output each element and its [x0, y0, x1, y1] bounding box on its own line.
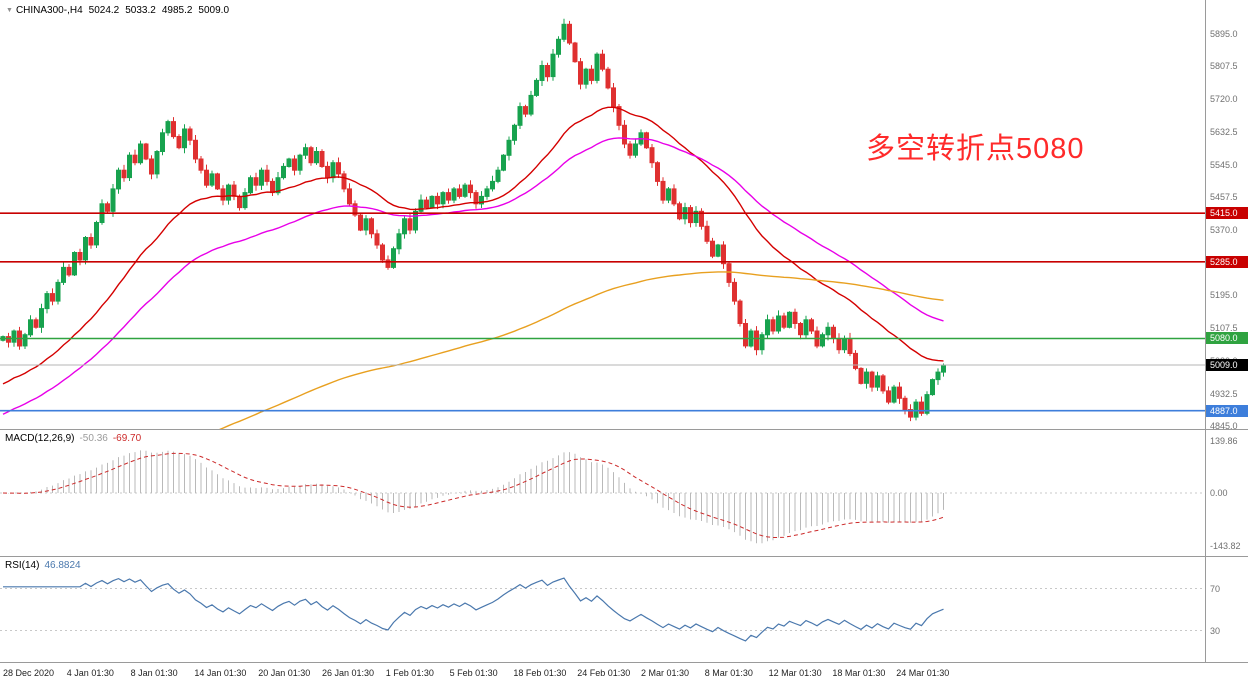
price-tick: 5895.0 [1210, 28, 1238, 39]
macd-chart[interactable] [0, 430, 1205, 556]
time-label: 20 Jan 01:30 [258, 668, 311, 678]
price-low: 4985.2 [161, 5, 193, 16]
hline-price-tag: 4887.0 [1206, 404, 1248, 417]
macd-label: MACD(12,26,9) -50.36 -69.70 [5, 433, 141, 444]
time-label: 18 Feb 01:30 [513, 668, 567, 678]
time-label: 24 Feb 01:30 [577, 668, 631, 678]
macd-title: MACD(12,26,9) [5, 433, 75, 444]
macd-panel[interactable]: MACD(12,26,9) -50.36 -69.70 [0, 430, 1205, 556]
panel-divider[interactable] [0, 662, 1248, 663]
panel-divider[interactable] [0, 556, 1248, 557]
price-panel[interactable]: ▼ CHINA300-,H4 5024.2 5033.2 4985.2 5009.0 多空… [0, 0, 1205, 429]
time-label: 14 Jan 01:30 [194, 668, 247, 678]
rsi-chart[interactable] [0, 557, 1205, 662]
price-axis[interactable]: 5895.0 5807.5 5720.0 5632.5 5545.0 5457.5 5370… [1205, 0, 1248, 663]
symbol-name: CHINA300-,H4 [15, 5, 83, 16]
rsi-panel[interactable]: RSI(14) 46.8824 [0, 557, 1205, 662]
time-label: 2 Mar 01:30 [641, 668, 690, 678]
symbol-info: ▼ CHINA300-,H4 5024.2 5033.2 4985.2 5009.0 [6, 5, 229, 16]
time-label: 8 Mar 01:30 [704, 668, 753, 678]
price-tick: 5545.0 [1210, 159, 1238, 170]
price-open: 5024.2 [88, 5, 120, 16]
annotation-text: 多空转折点5080 [866, 133, 1085, 165]
macd-value-signal: -69.70 [112, 433, 142, 444]
price-tick: 5720.0 [1210, 94, 1238, 105]
time-label: 26 Jan 01:30 [322, 668, 375, 678]
price-chart[interactable] [0, 0, 1205, 429]
price-high: 5033.2 [125, 5, 156, 16]
price-tick: 5195.0 [1210, 290, 1238, 301]
macd-axis-label: 139.86 [1210, 436, 1238, 447]
time-label: 8 Jan 01:30 [130, 668, 178, 678]
macd-value-main: -50.36 [79, 433, 108, 444]
time-label: 24 Mar 01:30 [896, 668, 950, 678]
hline-price-tag: 5080.0 [1206, 332, 1248, 345]
price-tick: 5457.5 [1210, 192, 1238, 203]
time-label: 1 Feb 01:30 [385, 668, 434, 678]
time-label: 12 Mar 01:30 [768, 668, 822, 678]
symbol-marker-icon: ▼ [6, 7, 13, 14]
time-axis[interactable]: 28 Dec 2020 4 Jan 01:30 8 Jan 01:30 14 Jan … [0, 663, 1248, 684]
price-tick: 5107.5 [1210, 323, 1238, 334]
time-label: 18 Mar 01:30 [832, 668, 886, 678]
time-label: 28 Dec 2020 [3, 668, 55, 678]
price-tick: 5632.5 [1210, 126, 1238, 137]
price-tick: 5807.5 [1210, 61, 1238, 72]
time-label: 4 Jan 01:30 [66, 668, 114, 678]
rsi-value: 46.8824 [44, 560, 81, 571]
hline-price-tag: 5415.0 [1206, 207, 1248, 220]
price-close: 5009.0 [198, 5, 230, 16]
rsi-title: RSI(14) [5, 560, 40, 571]
time-label: 5 Feb 01:30 [449, 668, 498, 678]
current-price-tag: 5009.0 [1206, 359, 1248, 372]
hline-price-tag: 5285.0 [1206, 255, 1248, 268]
panel-divider[interactable] [0, 429, 1248, 430]
rsi-level-label: 30 [1210, 625, 1221, 636]
rsi-level-label: 70 [1210, 583, 1221, 594]
macd-axis-label: -143.82 [1210, 541, 1241, 552]
price-tick: 4845.0 [1210, 421, 1238, 432]
price-tick: 4932.5 [1210, 388, 1238, 399]
rsi-label: RSI(14) 46.8824 [5, 560, 81, 571]
price-tick: 5370.0 [1210, 225, 1238, 236]
macd-axis-label: 0.00 [1210, 488, 1228, 498]
